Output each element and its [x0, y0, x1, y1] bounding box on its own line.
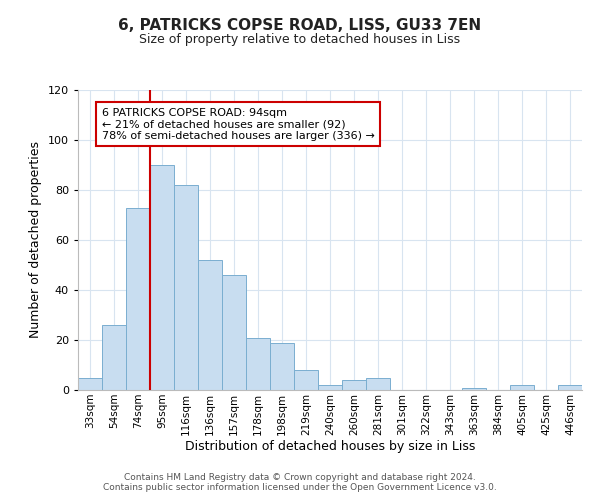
Bar: [510, 385, 534, 390]
Bar: [246, 338, 270, 390]
Text: 6, PATRICKS COPSE ROAD, LISS, GU33 7EN: 6, PATRICKS COPSE ROAD, LISS, GU33 7EN: [118, 18, 482, 32]
Bar: [462, 388, 486, 390]
Bar: [198, 260, 222, 390]
Bar: [318, 385, 342, 390]
Bar: [222, 275, 246, 390]
Bar: [558, 385, 582, 390]
Bar: [78, 378, 102, 390]
Y-axis label: Number of detached properties: Number of detached properties: [29, 142, 42, 338]
Bar: [366, 378, 390, 390]
Bar: [342, 380, 366, 390]
Bar: [174, 185, 198, 390]
Bar: [150, 165, 174, 390]
Bar: [102, 325, 126, 390]
Text: 6 PATRICKS COPSE ROAD: 94sqm
← 21% of detached houses are smaller (92)
78% of se: 6 PATRICKS COPSE ROAD: 94sqm ← 21% of de…: [102, 108, 375, 140]
Bar: [270, 342, 294, 390]
Bar: [294, 370, 318, 390]
Bar: [126, 208, 150, 390]
Text: Contains HM Land Registry data © Crown copyright and database right 2024.
Contai: Contains HM Land Registry data © Crown c…: [103, 473, 497, 492]
Text: Size of property relative to detached houses in Liss: Size of property relative to detached ho…: [139, 32, 461, 46]
X-axis label: Distribution of detached houses by size in Liss: Distribution of detached houses by size …: [185, 440, 475, 454]
